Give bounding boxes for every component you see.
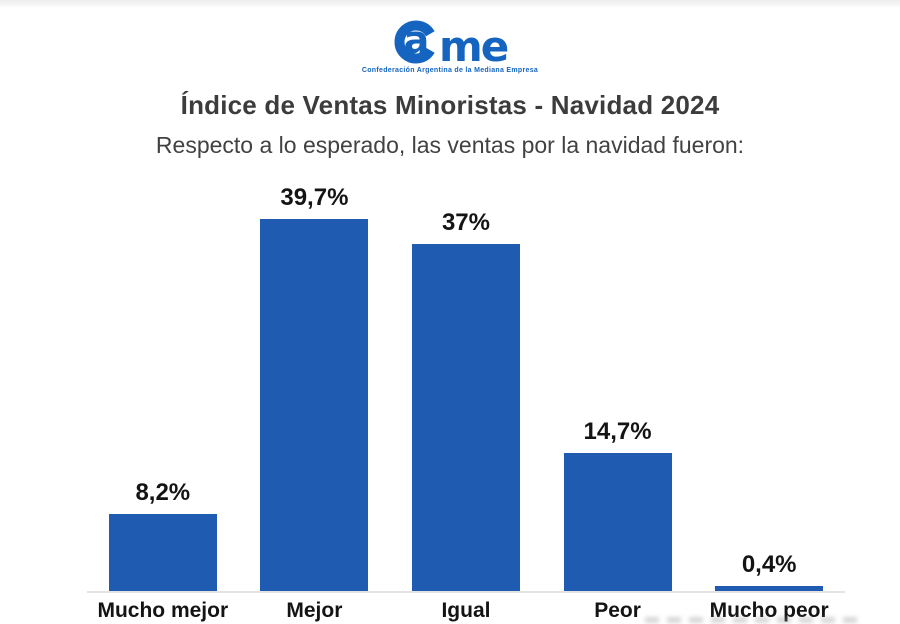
bar-column: 0,4% [693, 165, 845, 591]
bar [715, 586, 824, 591]
bar-value-label: 0,4% [741, 551, 797, 578]
came-logo: a me Confederación Argentina de la Media… [0, 15, 900, 75]
bar-column: 39,7% [239, 165, 391, 591]
bar-value-label: 14,7% [583, 418, 652, 445]
logo-letters-me: me [439, 22, 508, 65]
category-label: Peor [594, 599, 641, 622]
cropped-footer-smudge [645, 617, 860, 623]
bar [411, 244, 520, 591]
category-label: Mucho peor [709, 599, 829, 622]
bar-value-label: 8,2% [135, 479, 191, 506]
logo-c-ring [394, 20, 435, 64]
top-edge-strip [0, 0, 900, 7]
plot-area: 8,2% 39,7% 37% 14,7% 0,4% [87, 165, 845, 593]
category-label: Igual [441, 599, 491, 622]
bar-chart: 8,2% 39,7% 37% 14,7% 0,4% Mucho mejor Mejor Ig… [87, 165, 845, 623]
page-subtitle: Respecto a lo esperado, las ventas por l… [155, 132, 745, 158]
bar-column: 14,7% [542, 165, 694, 591]
logo-tagline: Confederación Argentina de la Mediana Em… [361, 67, 539, 74]
category-axis: Mucho mejor Mejor Igual Peor Mucho peor [87, 593, 845, 623]
bar [260, 219, 369, 591]
bar [108, 514, 217, 591]
page-title: Índice de Ventas Minoristas - Navidad 20… [180, 90, 720, 120]
bar-value-label: 37% [441, 209, 490, 236]
bar-column: 37% [390, 165, 542, 591]
bar [563, 453, 672, 591]
category-label: Mucho mejor [97, 599, 229, 622]
chart-header: a me Confederación Argentina de la Media… [0, 7, 900, 159]
logo-letter-a: a [404, 18, 429, 62]
bar-value-label: 39,7% [280, 184, 349, 211]
category-label: Mejor [286, 599, 343, 622]
bar-column: 8,2% [87, 165, 239, 591]
came-logo-icon: a me [394, 18, 510, 71]
